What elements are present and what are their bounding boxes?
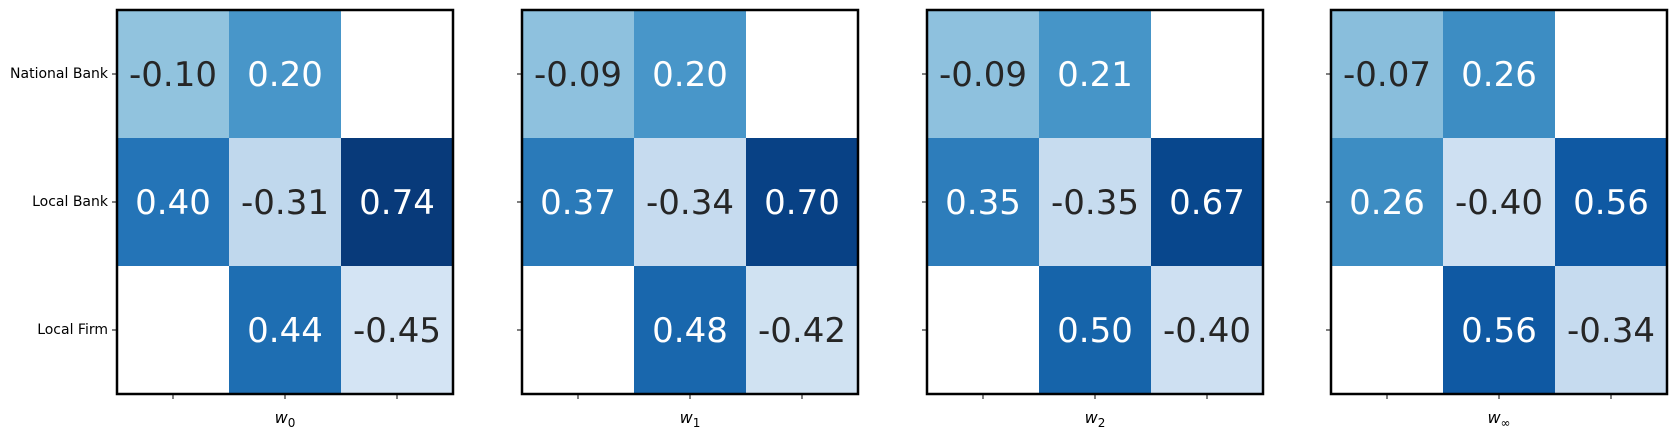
heatmap-cell [341, 266, 453, 394]
heatmap-cell [117, 138, 229, 266]
heatmap-cell [1039, 138, 1151, 266]
heatmap-cell [1443, 138, 1555, 266]
cell-value-label: 0.70 [764, 183, 840, 223]
heatmap-panels: -0.10 0.20 0.40 -0.31 0.74 0.44 -0.45 w0 -0.09 0.… [112, 8, 1669, 430]
heatmap-panel: -0.07 0.26 0.26 -0.40 0.56 0.56 -0.34 w∞ [1326, 8, 1669, 430]
heatmap-cell [229, 266, 341, 394]
cell-value-label: 0.74 [359, 183, 435, 223]
cell-value-label: 0.67 [1169, 183, 1245, 223]
cell-value-label: 0.26 [1349, 183, 1425, 223]
cell-value-label: 0.21 [1057, 55, 1133, 95]
cell-value-label: 0.50 [1057, 311, 1133, 351]
cell-value-label: -0.40 [1455, 183, 1543, 223]
cell-value-label: -0.35 [1051, 183, 1139, 223]
cell-value-label: -0.34 [646, 183, 734, 223]
panel-xlabel: w1 [680, 408, 701, 430]
heatmap-cell [927, 138, 1039, 266]
heatmap-cell [341, 138, 453, 266]
cell-value-label: 0.20 [652, 55, 728, 95]
heatmap-cell [1555, 10, 1667, 138]
heatmap-cell [522, 10, 634, 138]
panel-xlabel: w2 [1085, 408, 1106, 430]
cell-value-label: -0.09 [534, 55, 622, 95]
heatmap-cell [634, 266, 746, 394]
heatmap-cell [1555, 138, 1667, 266]
heatmap-cell [522, 266, 634, 394]
cell-value-label: 0.44 [247, 311, 323, 351]
cell-value-label: 0.20 [247, 55, 323, 95]
heatmap-cell [1331, 10, 1443, 138]
heatmap-cell [229, 138, 341, 266]
cell-value-label: 0.26 [1461, 55, 1537, 95]
heatmap-cell [1039, 10, 1151, 138]
heatmap-cell [1151, 10, 1263, 138]
heatmap-cell [746, 10, 858, 138]
cell-value-label: 0.40 [135, 183, 211, 223]
heatmap-cell [1331, 266, 1443, 394]
heatmap-cell [1443, 10, 1555, 138]
panel-xlabel: w0 [275, 408, 296, 430]
heatmap-cell [927, 266, 1039, 394]
heatmap-cell [522, 138, 634, 266]
heatmap-cell [746, 266, 858, 394]
row-label-national-bank: National Bank [10, 66, 109, 82]
heatmap-cell [117, 10, 229, 138]
cell-value-label: 0.48 [652, 311, 728, 351]
heatmap-cell [634, 138, 746, 266]
cell-value-label: -0.07 [1343, 55, 1431, 95]
cell-value-label: -0.09 [939, 55, 1027, 95]
cell-value-label: -0.10 [129, 55, 217, 95]
cell-value-label: -0.42 [758, 311, 846, 351]
cell-value-label: 0.37 [540, 183, 616, 223]
row-label-local-bank: Local Bank [32, 194, 109, 210]
heatmap-panel: -0.09 0.20 0.37 -0.34 0.70 0.48 -0.42 w1 [517, 8, 860, 430]
heatmap-panel: -0.10 0.20 0.40 -0.31 0.74 0.44 -0.45 w0 [112, 8, 455, 430]
heatmap-cell [746, 138, 858, 266]
panel-xlabel: w∞ [1487, 408, 1510, 430]
heatmap-cell [1443, 266, 1555, 394]
cell-value-label: -0.40 [1163, 311, 1251, 351]
cell-value-label: 0.56 [1573, 183, 1649, 223]
heatmap-cell [1151, 138, 1263, 266]
cell-value-label: -0.31 [241, 183, 329, 223]
heatmap-cell [1555, 266, 1667, 394]
cell-value-label: -0.45 [353, 311, 441, 351]
cell-value-label: 0.56 [1461, 311, 1537, 351]
heatmap-cell [1039, 266, 1151, 394]
heatmap-cell [341, 10, 453, 138]
heatmap-cell [229, 10, 341, 138]
row-label-local-firm: Local Firm [37, 322, 108, 338]
heatmap-cell [117, 266, 229, 394]
heatmap-cell [634, 10, 746, 138]
heatmap-panel: -0.09 0.21 0.35 -0.35 0.67 0.50 -0.40 w2 [922, 8, 1265, 430]
cell-value-label: 0.35 [945, 183, 1021, 223]
heatmap-cell [1151, 266, 1263, 394]
heatmap-cell [1331, 138, 1443, 266]
heatmap-cell [927, 10, 1039, 138]
cell-value-label: -0.34 [1567, 311, 1655, 351]
row-labels: National Bank Local Bank Local Firm [10, 66, 109, 338]
